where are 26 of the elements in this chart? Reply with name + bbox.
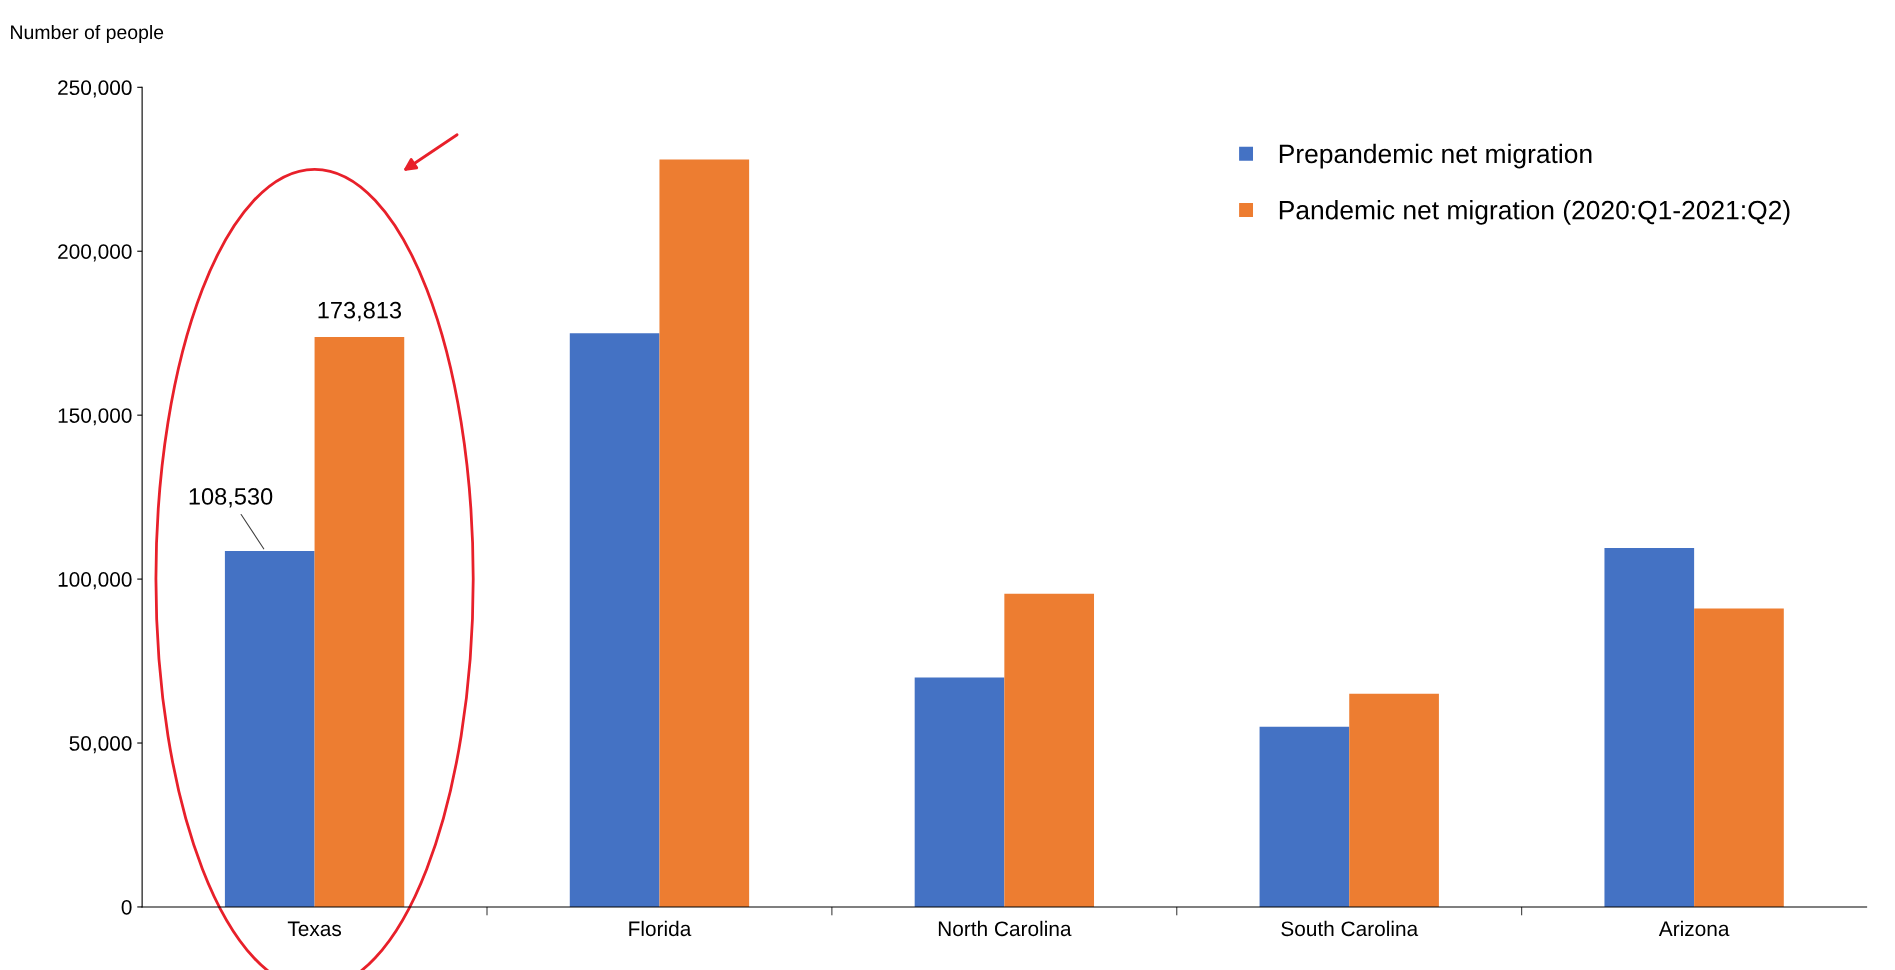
legend-label: Prepandemic net migration	[1279, 143, 1592, 169]
y-tick-label: 50,000	[69, 736, 132, 754]
bar	[1694, 608, 1784, 907]
data-label: 108,530	[189, 488, 273, 508]
bar	[1349, 693, 1439, 907]
bar	[1604, 547, 1695, 907]
bar	[659, 159, 750, 907]
bar	[314, 337, 405, 907]
data-label: 173,813	[318, 301, 402, 322]
y-tick-label: 250,000	[58, 80, 132, 98]
x-tick-label: South Carolina	[1281, 920, 1419, 937]
bar	[914, 677, 1005, 907]
x-tick-label: Florida	[629, 920, 692, 937]
x-tick-label: Texas	[287, 921, 342, 937]
bar	[1004, 593, 1095, 907]
bar	[1259, 726, 1350, 907]
x-tick-label: North Carolina	[938, 920, 1072, 937]
x-tick-label: Arizona	[1658, 920, 1730, 937]
bar	[569, 333, 660, 907]
y-tick-label: 0	[121, 899, 132, 915]
bar	[224, 551, 315, 907]
y-tick-label: 150,000	[58, 408, 132, 426]
y-tick-label: 100,000	[58, 572, 132, 590]
y-tick-label: 200,000	[58, 244, 132, 262]
y-axis-title: Number of people	[11, 24, 164, 44]
legend-label: Pandemic net migration (2020:Q1-2021:Q2)	[1279, 200, 1790, 225]
